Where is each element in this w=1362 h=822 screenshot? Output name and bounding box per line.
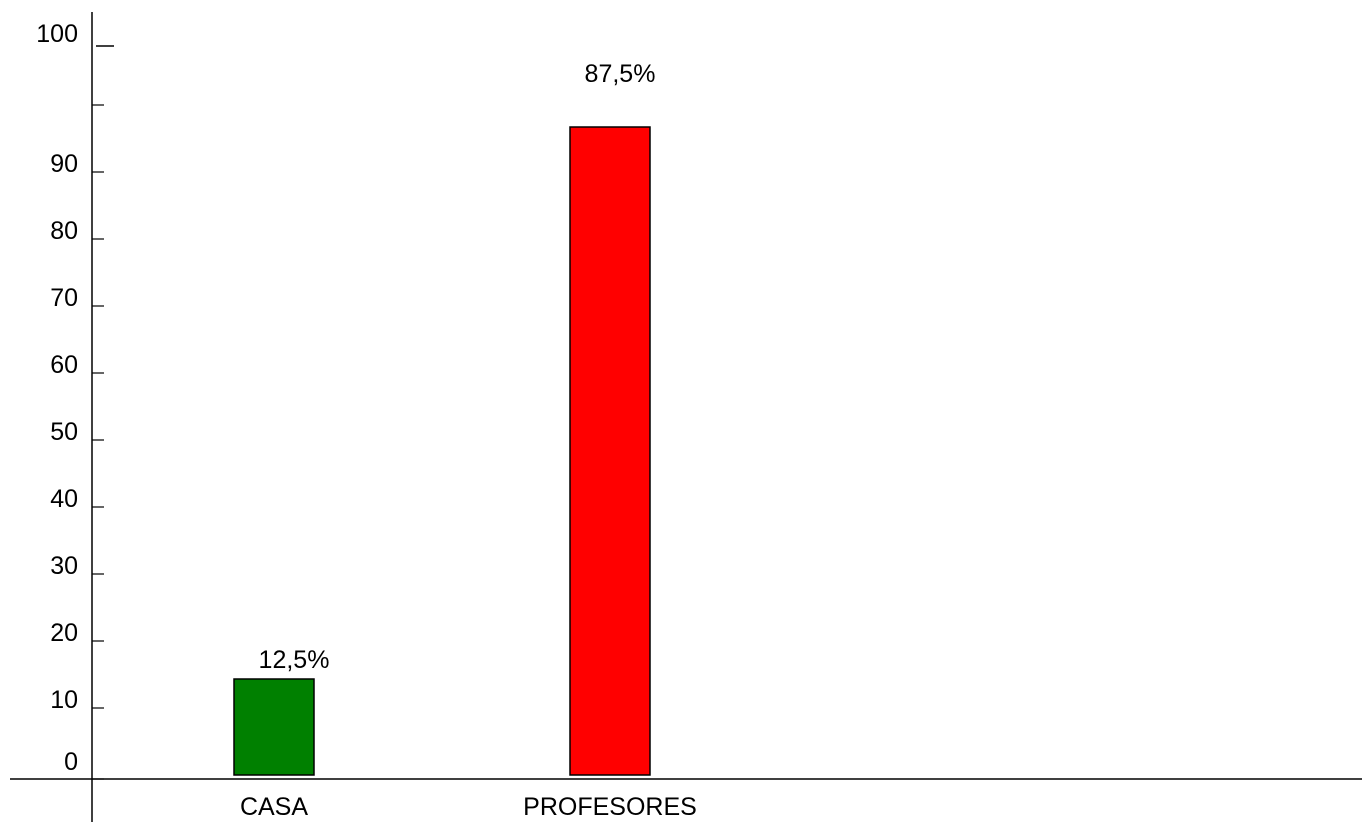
bar-profesores: [569, 126, 651, 776]
y-tick-label: 80: [50, 217, 78, 245]
y-tick-label: 100: [36, 20, 78, 48]
x-category-label: PROFESORES: [523, 793, 697, 821]
y-tick-label: 0: [64, 748, 78, 776]
y-tick-label: 50: [50, 418, 78, 446]
x-axis: CASA PROFESORES: [10, 778, 1362, 821]
y-tick-label: 60: [50, 351, 78, 379]
bar-casa: [233, 678, 315, 776]
data-labels: 12,5% 87,5%: [259, 60, 656, 674]
bars: [233, 126, 651, 776]
data-label-profesores: 87,5%: [585, 60, 656, 88]
y-tick-label: 90: [50, 150, 78, 178]
x-category-label: CASA: [240, 793, 308, 821]
data-label-casa: 12,5%: [259, 646, 330, 674]
y-tick-label: 10: [50, 686, 78, 714]
y-axis: 0 10 20 30 40 50 60 70 80 90 100: [36, 12, 114, 822]
y-tick-label: 30: [50, 552, 78, 580]
y-tick-label: 70: [50, 284, 78, 312]
y-tick-label: 20: [50, 619, 78, 647]
y-tick-label: 40: [50, 485, 78, 513]
